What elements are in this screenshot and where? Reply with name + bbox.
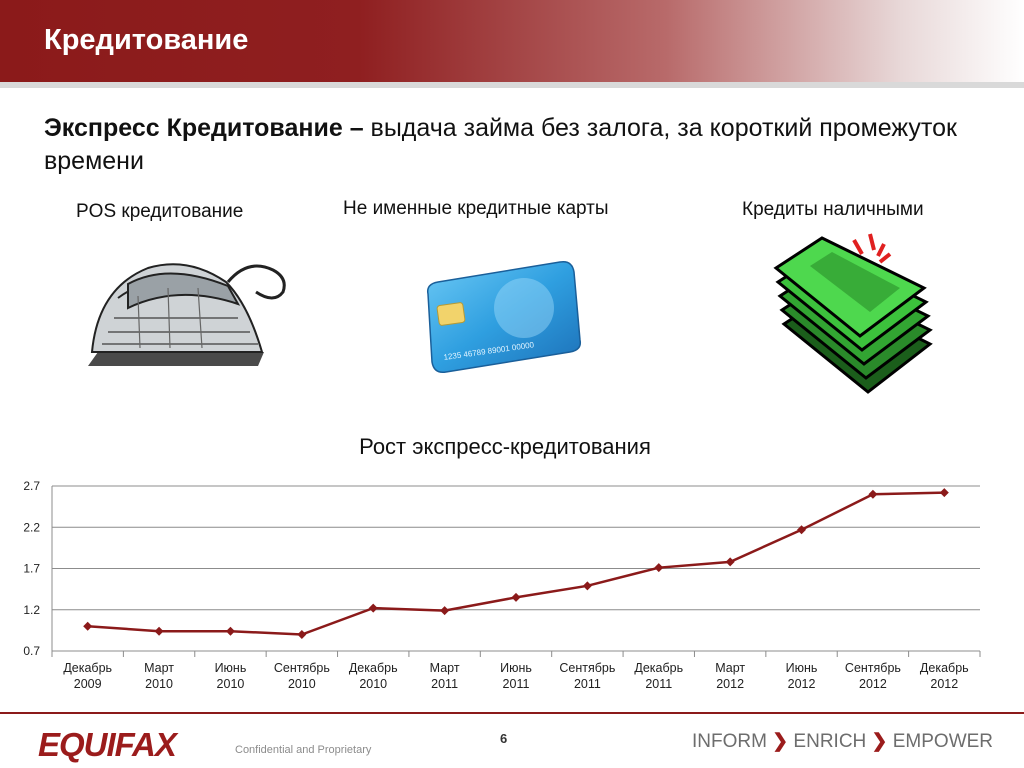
data-point	[297, 630, 307, 639]
data-point	[368, 603, 378, 613]
intro-rest: выдача займа без залога, за короткий про…	[44, 114, 957, 175]
chart-title: Рост экспресс-кредитования	[359, 434, 651, 459]
label-pos-credit: POS кредитование	[76, 201, 244, 222]
data-point	[939, 488, 949, 498]
data-point	[868, 489, 878, 499]
page-number: 6	[500, 731, 508, 746]
y-tick-label: 0.7	[23, 644, 40, 658]
label-credit-cards: Не именные кредитные карты	[343, 198, 609, 219]
x-tick-label: Декабрь 2011	[634, 661, 683, 691]
x-tick-label: Декабрь 2012	[920, 661, 969, 691]
label-cash-loans: Кредиты наличными	[742, 199, 924, 220]
data-point	[511, 592, 521, 602]
data-point	[83, 621, 93, 631]
data-point	[225, 626, 235, 636]
credit-card-icon: 1235 46789 89001 00000	[426, 260, 582, 374]
slogan-empower: EMPOWER	[892, 731, 994, 752]
iron-icon	[88, 263, 286, 366]
x-tick-label: Декабрь 2010	[349, 661, 398, 691]
header-divider	[0, 82, 1024, 88]
slogan: INFORM ❯ ENRICH ❯ EMPOWER	[692, 730, 993, 753]
slogan-enrich: ENRICH	[793, 731, 867, 752]
x-tick-label: Март 2010	[144, 661, 174, 691]
x-tick-label: Июнь 2012	[786, 661, 818, 691]
intro-bold: Экспресс Кредитование –	[44, 114, 364, 142]
series-line	[87, 491, 945, 636]
data-point	[654, 563, 664, 573]
footer-divider	[0, 712, 1024, 714]
x-tick-label: Сентябрь 2012	[845, 661, 901, 691]
page-title: Кредитование	[44, 24, 249, 56]
slogan-separator-icon: ❯	[772, 731, 789, 752]
x-tick-label: Июнь 2011	[500, 661, 532, 691]
x-tick-label: Декабрь 2009	[63, 661, 112, 691]
intro-text: Экспресс Кредитование – выдача займа без…	[44, 112, 964, 178]
line-chart: 2.7 2.2 1.7 1.2 0.7 Декабрь 2009 Март 2010 Июнь 20…	[23, 479, 981, 691]
y-tick-label: 2.7	[23, 479, 40, 493]
x-tick-label: Март 2011	[430, 661, 460, 691]
slogan-inform: INFORM	[692, 731, 767, 752]
data-point	[582, 581, 592, 591]
confidential-note: Confidential and Proprietary	[235, 744, 372, 756]
x-tick-label: Сентябрь 2010	[274, 661, 330, 691]
money-stack-icon	[773, 233, 933, 394]
slogan-separator-icon: ❯	[871, 731, 888, 752]
equifax-logo: EQUIFAX	[38, 726, 177, 763]
data-point	[725, 557, 735, 567]
y-tick-label: 1.2	[23, 603, 40, 617]
x-tick-label: Сентябрь 2011	[559, 661, 615, 691]
x-tick-label: Июнь 2010	[215, 661, 247, 691]
data-point	[154, 626, 164, 636]
header-bar	[0, 0, 1024, 82]
y-tick-label: 1.7	[23, 562, 40, 576]
data-point	[440, 606, 450, 616]
x-tick-label: Март 2012	[715, 661, 745, 691]
y-tick-label: 2.2	[23, 520, 40, 534]
data-point	[797, 525, 807, 535]
